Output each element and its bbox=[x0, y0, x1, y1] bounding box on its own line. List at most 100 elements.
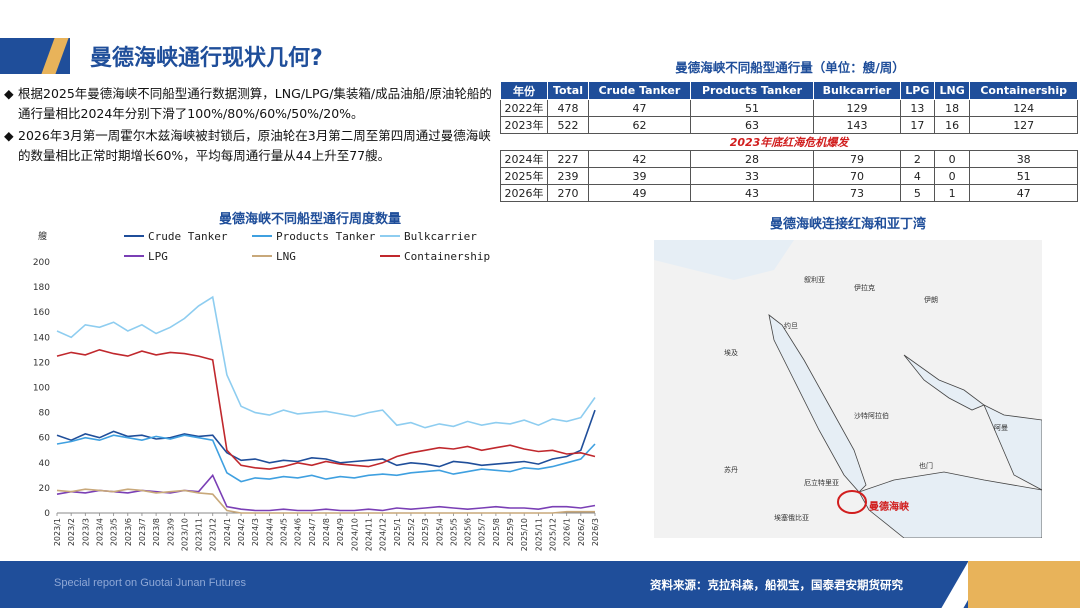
legend-label: Crude Tanker bbox=[148, 230, 228, 243]
y-tick-label: 0 bbox=[44, 509, 50, 519]
x-tick-label: 2025/10 bbox=[520, 518, 529, 551]
x-tick-label: 2025/1 bbox=[393, 518, 402, 546]
persian-gulf bbox=[903, 354, 985, 411]
x-tick-label: 2023/10 bbox=[180, 518, 189, 551]
table-cell: 2024年 bbox=[500, 150, 548, 168]
diamond-bullet-icon: ◆ bbox=[4, 86, 14, 101]
x-tick-label: 2023/9 bbox=[166, 518, 175, 546]
page-title: 曼德海峡通行现状几何? bbox=[90, 46, 323, 71]
table-cell: 2022年 bbox=[500, 99, 548, 117]
table-cell: 270 bbox=[546, 184, 590, 202]
x-tick-label: 2024/10 bbox=[350, 518, 359, 551]
table-cell: 13 bbox=[899, 99, 935, 117]
table-cell: 33 bbox=[689, 167, 815, 185]
map-label-syria: 叙利亚 bbox=[804, 275, 825, 284]
table-header-cell: Crude Tanker bbox=[588, 81, 691, 100]
red-sea-map: 叙利亚 伊拉克 伊朗 约旦 埃及 沙特阿拉伯 阿曼 苏丹 也门 厄立特里亚 埃塞… bbox=[654, 240, 1042, 538]
x-tick-label: 2023/8 bbox=[152, 518, 161, 546]
footer-report-name: Special report on Guotai Junan Futures bbox=[54, 577, 247, 589]
table-cell: 49 bbox=[588, 184, 691, 202]
footer-accent bbox=[968, 561, 1080, 608]
x-tick-label: 2023/11 bbox=[195, 518, 204, 551]
x-tick-label: 2023/3 bbox=[81, 518, 90, 546]
x-tick-label: 2024/12 bbox=[379, 518, 388, 551]
table-cell: 62 bbox=[588, 116, 691, 134]
table-header-cell: Bulkcarrier bbox=[813, 81, 901, 100]
gulf-of-aden bbox=[858, 471, 1042, 538]
table-cell: 0 bbox=[933, 167, 971, 185]
y-tick-label: 120 bbox=[33, 358, 50, 368]
table-cell: 143 bbox=[813, 116, 901, 134]
diamond-bullet-icon: ◆ bbox=[4, 128, 14, 143]
table-cell: 73 bbox=[813, 184, 901, 202]
map-label-yemen: 也门 bbox=[919, 461, 933, 470]
arabian-sea bbox=[983, 404, 1042, 491]
table-row: 2024年 227 42 28 79 2 0 38 bbox=[500, 150, 1078, 168]
table-cell: 51 bbox=[689, 99, 815, 117]
bullet-item: ◆ 根据2025年曼德海峡不同船型通行数据测算，LNG/LPG/集装箱/成品油船/… bbox=[4, 84, 496, 124]
x-tick-label: 2024/9 bbox=[336, 518, 345, 546]
bullet-text: 2026年3月第一周霍尔木兹海峡被封锁后，原油轮在3月第二周至第四周通过曼德海峡… bbox=[18, 128, 491, 163]
y-tick-label: 200 bbox=[33, 258, 50, 268]
map-label-eritrea: 厄立特里亚 bbox=[804, 478, 839, 487]
map-label-saudi: 沙特阿拉伯 bbox=[854, 411, 889, 420]
table-cell: 16 bbox=[933, 116, 971, 134]
table-row: 2022年 478 47 51 129 13 18 124 bbox=[500, 99, 1078, 117]
map-label-strait: 曼德海峡 bbox=[869, 500, 909, 513]
series-line bbox=[56, 434, 596, 483]
ship-traffic-table: 年份 Total Crude Tanker Products Tanker Bulkca… bbox=[500, 81, 1078, 202]
legend-label: LNG bbox=[276, 250, 296, 263]
table-cell: 5 bbox=[899, 184, 935, 202]
x-tick-label: 2024/6 bbox=[294, 518, 303, 546]
x-tick-label: 2024/11 bbox=[364, 518, 373, 551]
x-tick-label: 2023/2 bbox=[67, 518, 76, 546]
red-sea-crisis-note: 2023年底红海危机爆发 bbox=[500, 133, 1078, 151]
y-tick-label: 140 bbox=[33, 333, 50, 343]
series-line bbox=[56, 348, 596, 470]
x-tick-label: 2025/9 bbox=[506, 518, 515, 546]
table-cell: 17 bbox=[899, 116, 935, 134]
table-cell: 2025年 bbox=[500, 167, 548, 185]
x-tick-label: 2024/5 bbox=[280, 518, 289, 546]
table-row: 2023年 522 62 63 143 17 16 127 bbox=[500, 116, 1078, 134]
y-tick-label: 160 bbox=[33, 308, 50, 318]
table-header-cell: LPG bbox=[899, 81, 935, 100]
table-header-cell: Containership bbox=[969, 81, 1078, 100]
chart-title: 曼德海峡不同船型通行周度数量 bbox=[218, 212, 401, 227]
table-cell: 2 bbox=[899, 150, 935, 168]
legend-label: Containership bbox=[404, 250, 490, 263]
table-cell: 38 bbox=[969, 150, 1078, 168]
x-tick-label: 2023/4 bbox=[95, 518, 104, 546]
table-cell: 2026年 bbox=[500, 184, 548, 202]
table-cell: 47 bbox=[588, 99, 691, 117]
series-line bbox=[56, 409, 596, 468]
table-cell: 227 bbox=[546, 150, 590, 168]
y-tick-label: 100 bbox=[33, 384, 50, 394]
table-cell: 0 bbox=[933, 150, 971, 168]
x-tick-label: 2025/3 bbox=[421, 518, 430, 546]
legend-label: LPG bbox=[148, 250, 168, 263]
x-tick-label: 2024/2 bbox=[237, 518, 246, 546]
x-tick-label: 2025/8 bbox=[492, 518, 501, 546]
table-cell: 63 bbox=[689, 116, 815, 134]
y-tick-label: 80 bbox=[39, 409, 51, 419]
x-tick-label: 2023/7 bbox=[138, 518, 147, 546]
table-cell: 28 bbox=[689, 150, 815, 168]
x-tick-label: 2023/12 bbox=[209, 518, 218, 551]
table-cell: 1 bbox=[933, 184, 971, 202]
table-cell: 39 bbox=[588, 167, 691, 185]
table-header-row: 年份 Total Crude Tanker Products Tanker Bulkca… bbox=[500, 81, 1078, 100]
footer-source: 资料来源：克拉科森，船视宝，国泰君安期货研究 bbox=[650, 578, 903, 592]
x-tick-label: 2025/4 bbox=[435, 518, 444, 546]
table-cell: 51 bbox=[969, 167, 1078, 185]
strait-highlight-circle bbox=[837, 490, 867, 514]
table-cell: 43 bbox=[689, 184, 815, 202]
table-cell: 522 bbox=[546, 116, 590, 134]
map-label-egypt: 埃及 bbox=[724, 348, 738, 357]
map-label-iran: 伊朗 bbox=[924, 295, 938, 304]
table-cell: 42 bbox=[588, 150, 691, 168]
x-tick-label: 2023/5 bbox=[110, 518, 119, 546]
x-tick-label: 2026/1 bbox=[563, 518, 572, 546]
table-cell: 79 bbox=[813, 150, 901, 168]
y-tick-label: 180 bbox=[33, 283, 50, 293]
